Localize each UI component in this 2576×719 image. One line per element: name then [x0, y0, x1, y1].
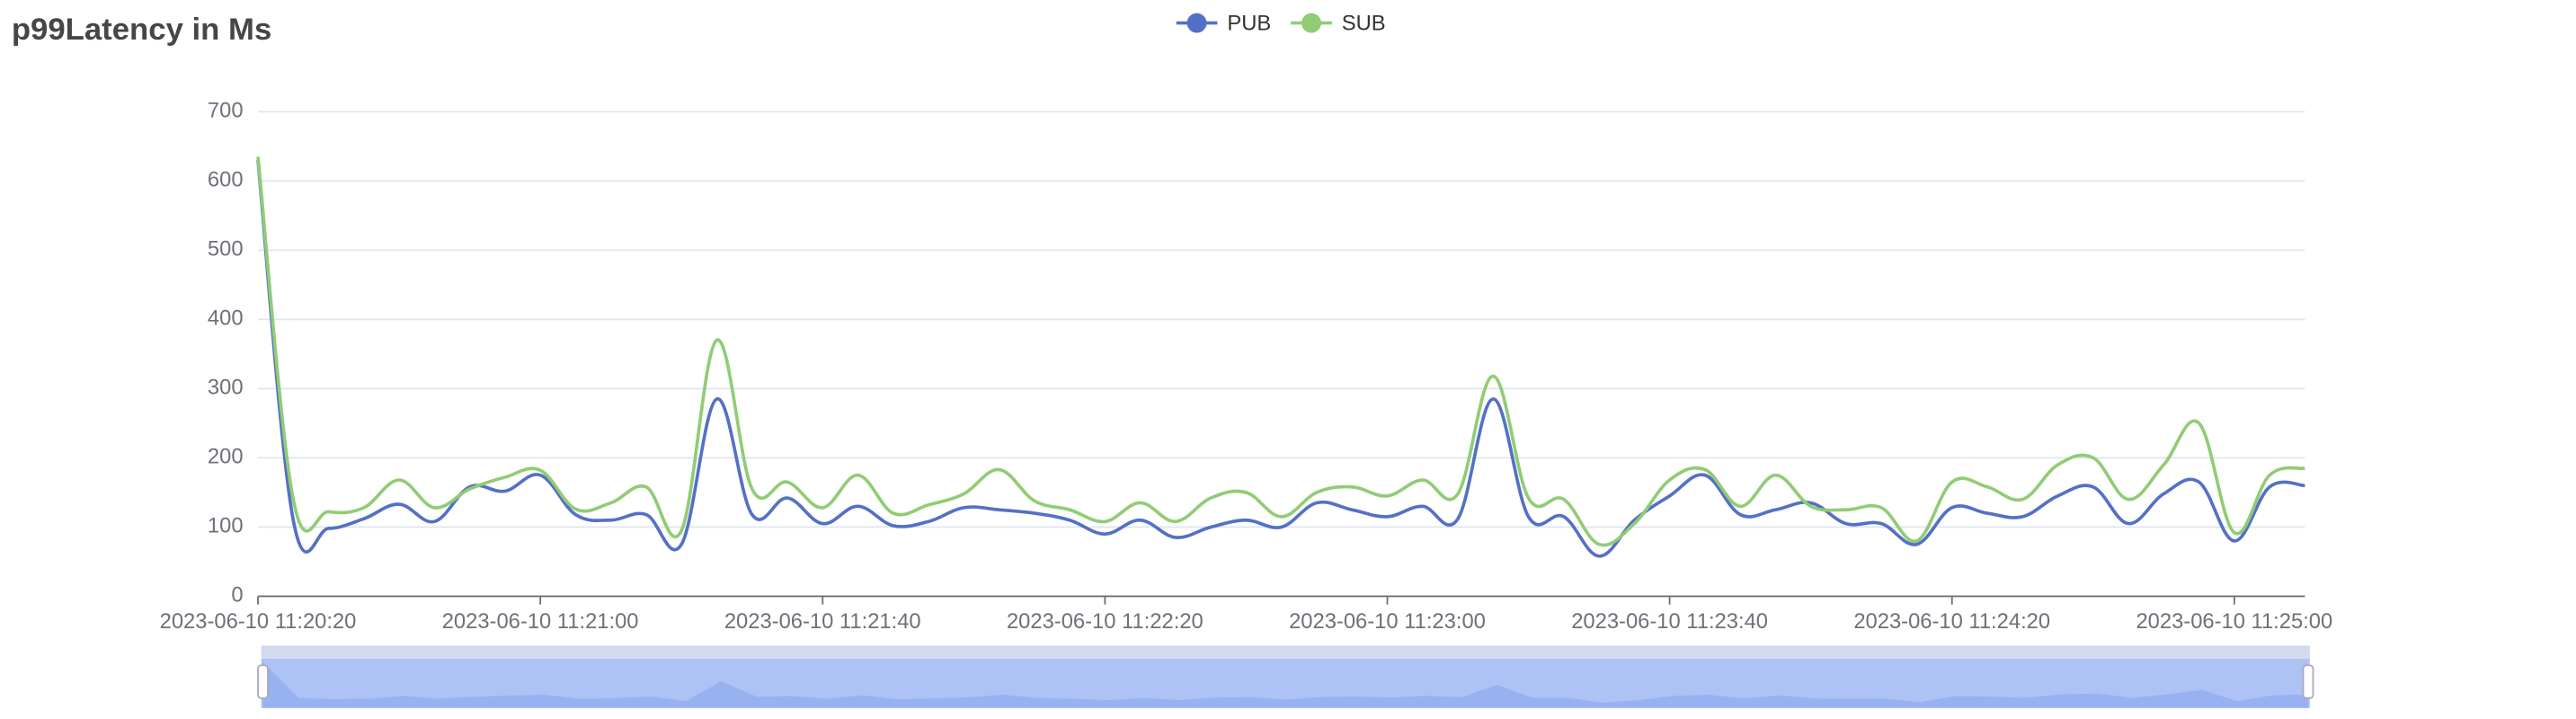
legend-marker	[1186, 13, 1207, 33]
y-tick-label: 0	[231, 583, 243, 608]
legend-marker	[1301, 13, 1321, 33]
y-tick-label: 500	[208, 237, 244, 262]
y-tick-label: 100	[208, 514, 244, 538]
data-zoom[interactable]	[257, 645, 2314, 708]
y-tick-label: 400	[208, 306, 244, 331]
x-tick-label: 2023-06-10 11:21:00	[442, 609, 639, 634]
y-tick-label: 600	[208, 168, 244, 192]
line-series	[256, 160, 2305, 558]
line-series	[256, 156, 2305, 547]
legend-label: PUB	[1227, 12, 1271, 36]
y-tick-label: 700	[208, 99, 244, 123]
zoom-preview	[262, 661, 2309, 708]
zoom-handle[interactable]	[2302, 664, 2314, 699]
chart-title: p99Latency in Ms	[12, 13, 271, 47]
zoom-bar	[261, 645, 2310, 659]
y-tick-label: 300	[208, 376, 244, 400]
x-tick-label: 2023-06-10 11:23:40	[1571, 609, 1768, 634]
x-tick-label: 2023-06-10 11:25:00	[2136, 609, 2332, 634]
zoom-handle[interactable]	[257, 664, 269, 699]
x-tick-label: 2023-06-10 11:22:20	[1007, 609, 1204, 634]
y-tick-label: 200	[208, 445, 244, 469]
x-tick-label: 2023-06-10 11:21:40	[724, 609, 921, 634]
x-tick-label: 2023-06-10 11:20:20	[160, 609, 357, 634]
x-tick-label: 2023-06-10 11:24:20	[1853, 609, 2050, 634]
legend-label: SUB	[1342, 12, 1386, 36]
x-tick-label: 2023-06-10 11:23:00	[1289, 609, 1486, 634]
